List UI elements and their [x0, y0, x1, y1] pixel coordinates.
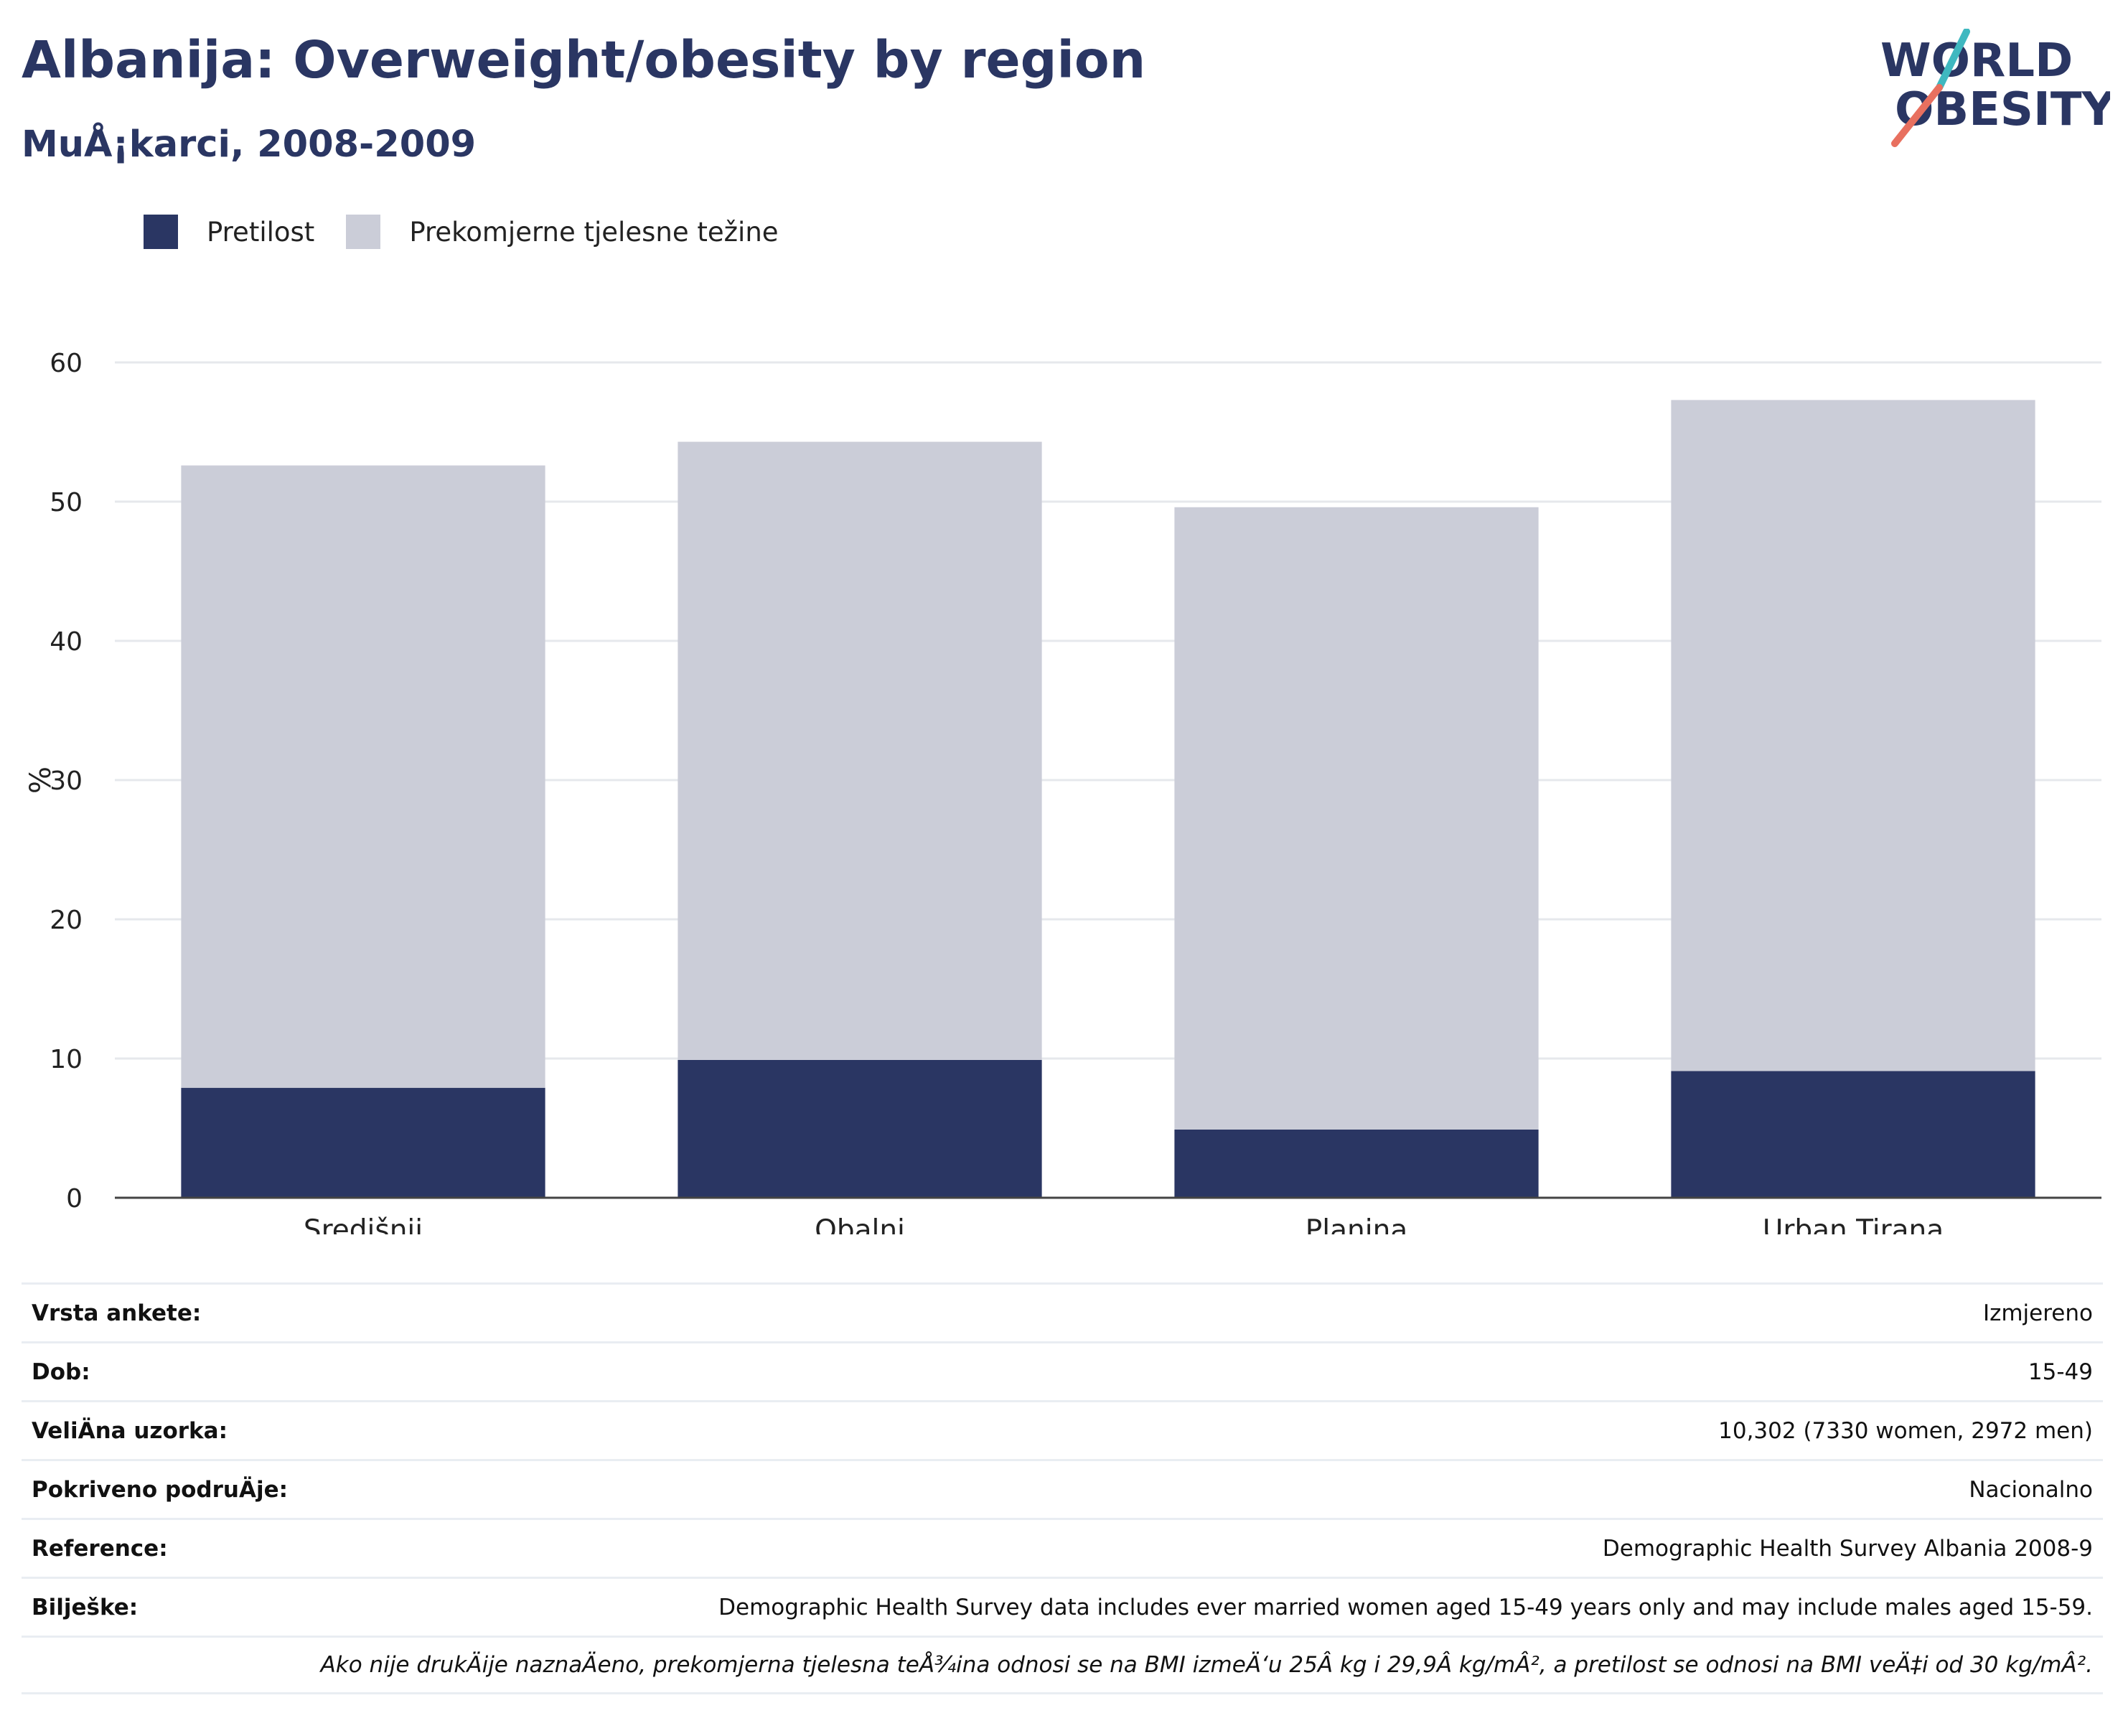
page-title: Albanija: Overweight/obesity by region [22, 30, 1146, 90]
legend-swatch-overweight [346, 215, 381, 249]
bar-obesity[interactable] [678, 1059, 1042, 1198]
bar-overweight[interactable] [1671, 400, 2035, 1071]
info-row-reference: Reference: Demographic Health Survey Alb… [22, 1518, 2103, 1577]
info-value: Nacionalno [1969, 1476, 2093, 1503]
logo-slash-bottom [1891, 84, 1943, 147]
bar-obesity[interactable] [1174, 1129, 1539, 1198]
legend-label-overweight: Prekomjerne tjelesne težine [409, 216, 779, 248]
y-tick-label: 0 [66, 1184, 83, 1214]
stacked-bar-chart: 0 10 20 30 40 50 60 Središnji Obalni Planina Urban… [24, 349, 2101, 1234]
y-tick-label: 30 [50, 766, 83, 796]
info-key: Bilješke: [32, 1594, 139, 1620]
bar-overweight[interactable] [181, 465, 545, 1088]
legend-swatch-obesity [144, 215, 178, 249]
bar-overweight[interactable] [1174, 507, 1539, 1130]
chart-legend: Pretilost Prekomjerne tjelesne težine [144, 212, 810, 252]
info-value: 10,302 (7330 women, 2972 men) [1718, 1417, 2093, 1444]
bar-obesity[interactable] [181, 1087, 545, 1198]
info-row-notes: Bilješke: Demographic Health Survey data… [22, 1577, 2103, 1636]
y-tick-label: 10 [50, 1045, 83, 1074]
info-value: 15-49 [2028, 1359, 2093, 1385]
y-tick-label: 50 [50, 488, 83, 517]
info-row-age: Dob: 15-49 [22, 1341, 2103, 1400]
info-key: Reference: [32, 1535, 168, 1562]
y-tick-label: 60 [50, 349, 83, 378]
page-subtitle: MuÅ¡karci, 2008-2009 [22, 123, 477, 166]
y-tick-label: 40 [50, 627, 83, 657]
info-row-survey-type: Vrsta ankete: Izmjereno [22, 1282, 2103, 1341]
bar-overweight[interactable] [678, 441, 1042, 1060]
y-axis-title: % [24, 766, 57, 794]
info-key: Pokriveno podruÄje: [32, 1476, 289, 1503]
info-value: Demographic Health Survey data includes … [718, 1594, 2093, 1620]
info-key: VeliÄna uzorka: [32, 1417, 228, 1444]
legend-label-obesity: Pretilost [207, 216, 315, 248]
bar-obesity[interactable] [1671, 1071, 2035, 1198]
x-category-label: Urban Tirana [1763, 1214, 1944, 1234]
logo-line-obesity: OBESITY [1895, 83, 2110, 136]
world-obesity-logo: WORLD OBESITY [1880, 29, 2110, 147]
info-row-bmi-note: Ako nije drukÄije naznaÄeno, prekomjerna… [22, 1636, 2103, 1694]
x-category-label: Obalni [815, 1214, 905, 1234]
logo-line-world: WORLD [1880, 34, 2073, 88]
info-row-sample-size: VeliÄna uzorka: 10,302 (7330 women, 2972… [22, 1400, 2103, 1459]
bmi-definition-note: Ako nije drukÄije naznaÄeno, prekomjerna… [320, 1652, 2093, 1678]
x-category-label: Središnji [304, 1214, 423, 1234]
info-key: Vrsta ankete: [32, 1300, 202, 1326]
y-tick-label: 20 [50, 906, 83, 935]
x-category-label: Planina [1306, 1214, 1407, 1234]
info-value: Demographic Health Survey Albania 2008-9 [1602, 1535, 2093, 1562]
legend-item-obesity[interactable]: Pretilost [144, 215, 314, 249]
legend-item-overweight[interactable]: Prekomjerne tjelesne težine [346, 215, 779, 249]
info-key: Dob: [32, 1359, 90, 1385]
survey-info-table: Vrsta ankete: Izmjereno Dob: 15-49 VeliÄ… [22, 1282, 2103, 1694]
info-row-coverage: Pokriveno podruÄje: Nacionalno [22, 1459, 2103, 1518]
logo-slash-top [1936, 29, 1970, 91]
info-value: Izmjereno [1982, 1300, 2093, 1326]
